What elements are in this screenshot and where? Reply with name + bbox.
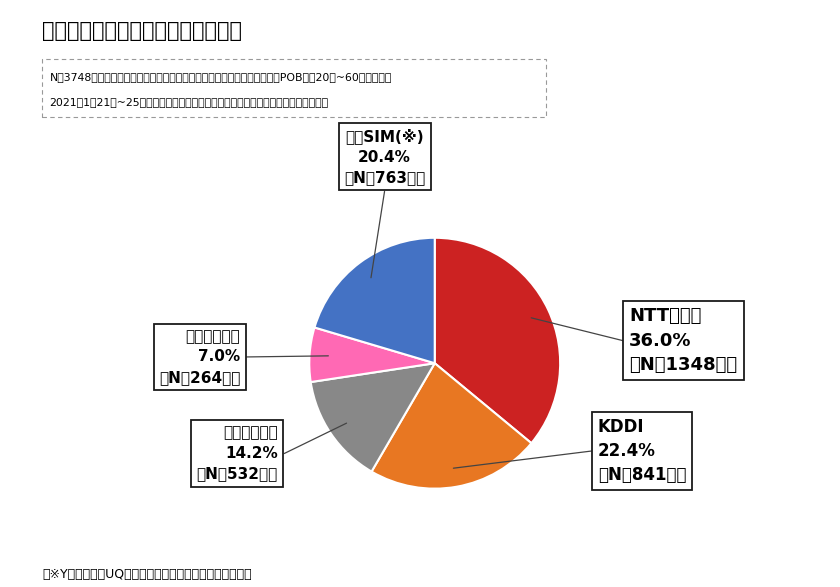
FancyBboxPatch shape bbox=[42, 59, 546, 117]
Text: 2021年1月21日~25日インターネットリサーチ　　ソフトブレーン・フィールド調べ: 2021年1月21日~25日インターネットリサーチ ソフトブレーン・フィールド調… bbox=[50, 97, 328, 107]
Text: KDDI
22.4%
（N＝841人）: KDDI 22.4% （N＝841人） bbox=[598, 418, 686, 484]
Wedge shape bbox=[314, 238, 435, 363]
Text: N＝3748人、スマートフォン・携帯電話を現在契約していると回答。全国POB会員20代~60代以上男女: N＝3748人、スマートフォン・携帯電話を現在契約していると回答。全国POB会員… bbox=[50, 72, 392, 82]
Text: 図表１）現在契約中の携帯通信会社: 図表１）現在契約中の携帯通信会社 bbox=[42, 21, 242, 41]
Text: NTTドコモ
36.0%
（N＝1348人）: NTTドコモ 36.0% （N＝1348人） bbox=[629, 308, 738, 374]
Wedge shape bbox=[371, 363, 532, 488]
Wedge shape bbox=[435, 238, 560, 443]
Text: ソフトバンク
14.2%
（N＝532人）: ソフトバンク 14.2% （N＝532人） bbox=[197, 426, 278, 481]
Wedge shape bbox=[311, 363, 435, 471]
Wedge shape bbox=[309, 328, 435, 382]
Text: （※Yモバイル・UQなど大手キャリアサブブランド含む）: （※Yモバイル・UQなど大手キャリアサブブランド含む） bbox=[42, 568, 252, 581]
Text: 格安SIM(※)
20.4%
（N＝763人）: 格安SIM(※) 20.4% （N＝763人） bbox=[344, 129, 425, 185]
Text: 楽天モバイル
7.0%
（N＝264人）: 楽天モバイル 7.0% （N＝264人） bbox=[159, 329, 240, 385]
